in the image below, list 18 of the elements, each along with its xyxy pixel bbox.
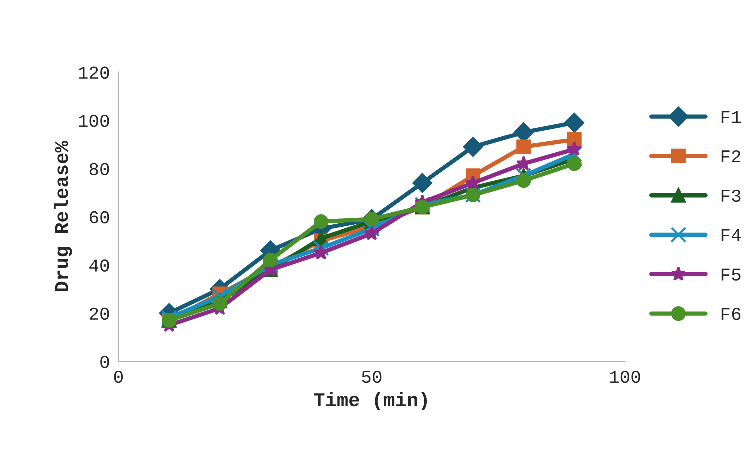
legend-label: F5 bbox=[722, 268, 741, 281]
y-tick-label: 60 bbox=[90, 211, 110, 224]
y-axis-title: Drug Release% bbox=[54, 141, 72, 292]
legend-label: F1 bbox=[722, 111, 741, 124]
x-tick-label: 0 bbox=[114, 370, 123, 384]
x-axis-title: Time (min) bbox=[314, 392, 428, 410]
y-tick-label: 100 bbox=[79, 115, 110, 128]
y-tick-label: 20 bbox=[90, 308, 110, 320]
y-tick-label: 40 bbox=[90, 260, 110, 272]
x-tick-label: 50 bbox=[362, 370, 382, 384]
legend-label: F4 bbox=[722, 229, 741, 242]
y-tick-label: 80 bbox=[90, 163, 110, 176]
legend-label: F6 bbox=[722, 308, 741, 320]
legend-label: F3 bbox=[722, 190, 741, 202]
x-tick-label: 100 bbox=[610, 370, 640, 384]
y-tick-label: 120 bbox=[79, 66, 110, 80]
legend-label: F2 bbox=[722, 150, 741, 163]
y-tick-label: 0 bbox=[100, 356, 110, 368]
